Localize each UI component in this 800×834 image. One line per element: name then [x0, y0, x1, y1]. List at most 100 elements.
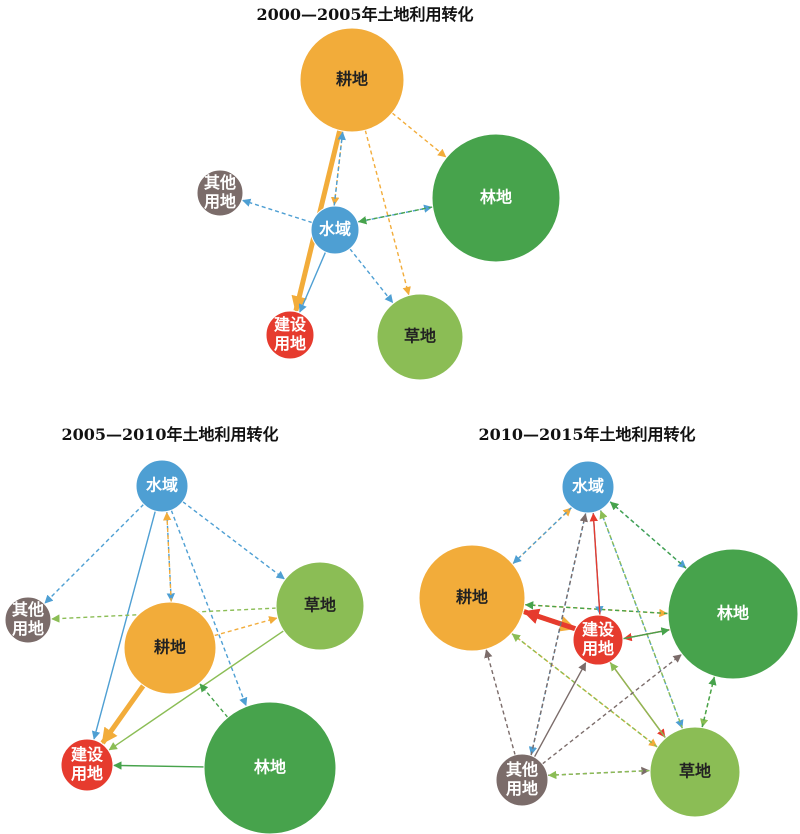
flow-arrow-water-to-built: [298, 251, 327, 313]
flow-arrow-grass-to-forest: [701, 676, 717, 728]
node-forest: 林地: [431, 133, 561, 263]
node-label-water: 水域: [572, 477, 604, 496]
node-circle-water: [135, 459, 189, 513]
node-label-built: 用地: [274, 334, 306, 353]
flow-arrow-forest-to-water: [609, 501, 687, 570]
node-circle-built: [60, 738, 114, 792]
node-cropland: 耕地: [418, 544, 526, 652]
node-cropland: 耕地: [299, 27, 405, 133]
node-grass: 草地: [376, 293, 464, 381]
flow-arrow-grass-to-built: [610, 662, 667, 739]
flow-arrow-built-to-forest: [623, 627, 670, 640]
node-circle-built: [265, 310, 315, 360]
node-label-forest: 林地: [480, 188, 512, 207]
flow-arrow-water-to-grass: [599, 509, 684, 729]
flow-arrow-cropland-to-grass: [364, 130, 411, 296]
node-label-cropland: 耕地: [336, 70, 368, 89]
flow-arrow-other-to-water: [530, 513, 588, 756]
flow-arrow-grass-to-other: [547, 769, 650, 780]
node-label-other: 用地: [506, 779, 538, 798]
node-circle-cropland: [299, 27, 405, 133]
flow-arrow-water-to-grass: [349, 248, 394, 304]
node-label-built: 建设: [71, 745, 104, 764]
node-label-water: 水域: [146, 476, 178, 495]
flow-arrow-water-to-built: [91, 510, 156, 740]
flow-arrow-water-to-other: [44, 503, 145, 604]
node-water: 水域: [310, 205, 360, 255]
node-label-other: 用地: [12, 619, 44, 638]
flows-2010-2015: [484, 500, 717, 780]
flow-arrow-water-to-cropland: [333, 131, 346, 206]
node-label-grass: 草地: [304, 596, 336, 615]
node-label-grass: 草地: [404, 327, 436, 346]
node-label-other: 其他: [204, 173, 236, 192]
node-grass: 草地: [275, 561, 365, 651]
flow-arrow-grass-to-water: [599, 510, 684, 729]
flow-arrow-cropland-to-grass: [214, 616, 278, 637]
node-label-built: 建设: [582, 620, 615, 639]
node-circle-grass: [649, 726, 741, 818]
node-circle-water: [561, 460, 615, 514]
node-circle-grass: [376, 293, 464, 381]
node-label-other: 其他: [506, 760, 538, 779]
flows-2005-2010: [44, 501, 285, 770]
node-label-cropland: 耕地: [456, 588, 488, 607]
node-circle-forest: [431, 133, 561, 263]
node-circle-cropland: [123, 601, 217, 695]
node-circle-water: [310, 205, 360, 255]
node-label-forest: 林地: [717, 604, 749, 623]
node-grass: 草地: [649, 726, 741, 818]
panel-title-2000-2005: 2000—2005年土地利用转化: [256, 5, 473, 24]
node-circle-other: [196, 169, 244, 217]
node-label-other: 其他: [12, 600, 44, 619]
node-cropland: 耕地: [123, 601, 217, 695]
flow-arrow-water-to-grass: [182, 501, 285, 580]
node-label-other: 用地: [204, 192, 236, 211]
flow-arrow-forest-to-cropland: [524, 601, 668, 615]
node-circle-grass: [275, 561, 365, 651]
flow-arrow-built-to-water: [589, 512, 601, 615]
flow-arrow-other-to-forest: [541, 654, 682, 765]
node-circle-forest: [667, 548, 799, 680]
node-label-built: 用地: [71, 764, 103, 783]
node-label-forest: 林地: [254, 758, 286, 777]
node-water: 水域: [135, 459, 189, 513]
flow-arrow-water-to-other: [241, 198, 313, 224]
node-label-built: 用地: [582, 639, 614, 658]
node-circle-forest: [203, 701, 337, 834]
flow-arrow-cropland-to-built: [100, 684, 146, 745]
flow-arrow-cropland-to-forest: [391, 112, 447, 158]
node-circle-other: [495, 753, 549, 807]
flow-arrow-cropland-to-water: [162, 511, 172, 602]
node-circle-other: [4, 596, 52, 644]
node-water: 水域: [561, 460, 615, 514]
panel-title-2010-2015: 2010—2015年土地利用转化: [478, 425, 695, 444]
node-circle-built: [572, 614, 624, 666]
node-label-cropland: 耕地: [154, 638, 186, 657]
flow-arrow-grass-to-built: [108, 630, 285, 751]
panel-title-2005-2010: 2005—2010年土地利用转化: [61, 425, 278, 444]
node-label-water: 水域: [319, 220, 351, 239]
flow-arrow-built-to-cropland: [522, 608, 577, 632]
node-circle-cropland: [418, 544, 526, 652]
flow-arrow-grass-to-cropland: [511, 633, 658, 748]
flow-arrow-cropland-to-water: [512, 507, 572, 565]
flow-arrow-forest-to-water: [357, 206, 433, 225]
flow-arrow-water-to-cropland: [512, 506, 573, 564]
flow-arrow-other-to-cropland: [484, 649, 516, 756]
flow-arrow-forest-to-cropland: [199, 683, 229, 718]
flow-arrow-forest-to-built: [113, 761, 205, 770]
node-forest: 林地: [667, 548, 799, 680]
